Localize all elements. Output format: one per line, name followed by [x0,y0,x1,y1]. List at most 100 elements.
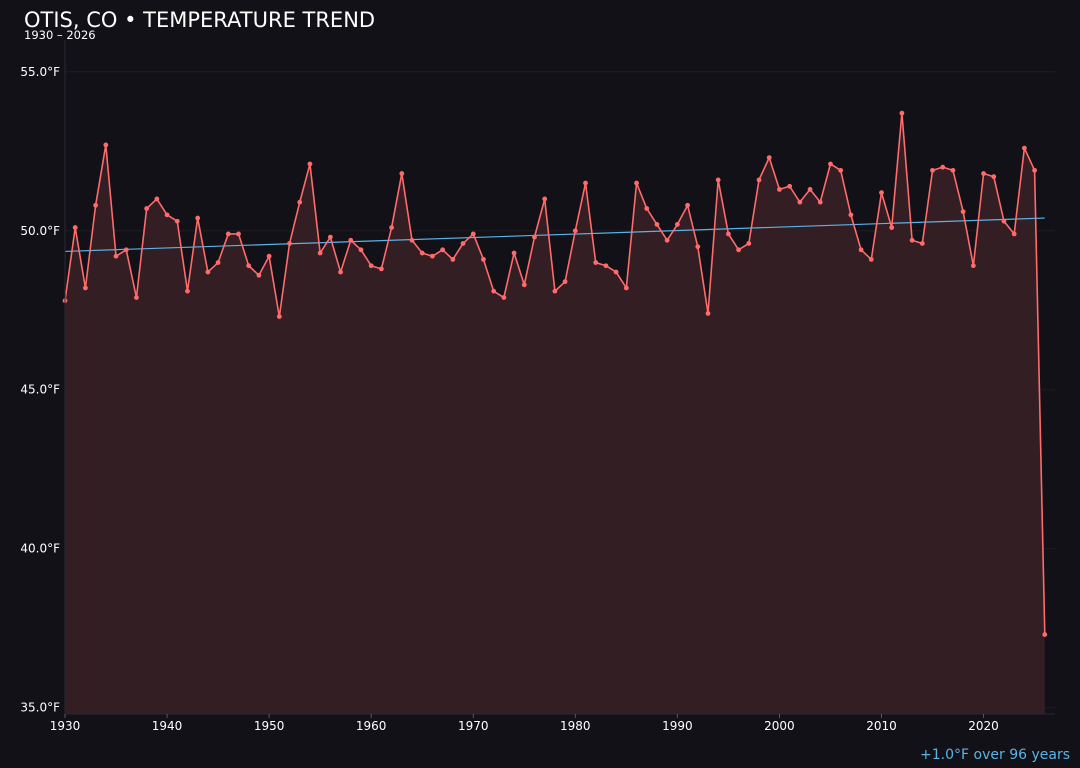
data-point [205,269,211,275]
data-point [736,247,742,253]
data-point [532,234,537,240]
series-area-fill [65,113,1045,715]
data-point [634,180,639,186]
data-point [919,241,925,246]
data-point [787,183,793,189]
data-point [685,202,690,208]
data-point [378,266,384,272]
data-point [746,241,752,246]
data-point [644,206,650,211]
x-tick-label: 2000 [764,719,795,733]
data-point [389,225,394,230]
data-point [613,269,619,275]
data-point [521,282,527,288]
data-point [154,196,160,202]
trend-line [64,217,1045,253]
data-point [726,231,731,237]
data-point [777,187,782,192]
y-tick-label: 45.0°F [20,383,60,397]
data-point [368,263,374,269]
data-point [889,225,895,230]
data-point [501,295,507,300]
x-tick-label: 1950 [254,719,285,733]
area-fill-layer [65,113,1045,715]
y-tick-label: 40.0°F [20,542,60,556]
data-point [828,161,833,167]
y-tick-label: 35.0°F [20,701,60,715]
x-tick-label: 2010 [866,719,897,733]
data-point [848,212,854,218]
data-point [358,247,364,253]
y-tick-label: 55.0°F [20,65,60,79]
data-point [164,212,170,218]
data-point [481,256,486,262]
data-point [174,218,180,224]
data-point [1021,145,1027,151]
data-point [460,241,466,246]
chart-subtitle: 1930 – 2026 [24,28,96,42]
x-tick-label: 1980 [560,719,591,733]
data-point [276,314,282,319]
data-point [144,206,150,211]
data-point [991,174,997,180]
data-point [215,260,221,265]
y-axis: 35.0°F 40.0°F 45.0°F 50.0°F 55.0°F [20,40,66,715]
data-point [246,263,252,269]
data-point [603,263,609,269]
data-point [430,253,435,259]
data-point [113,253,119,259]
data-point [195,215,201,221]
trend-line-layer [64,217,1045,253]
data-point [93,202,99,208]
data-point [542,196,548,202]
data-points-layer [62,110,1048,637]
data-point [287,241,292,246]
data-point [940,164,946,170]
chart-title: OTIS, CO • TEMPERATURE TREND [24,8,376,32]
data-point [674,222,680,227]
data-point [705,311,711,316]
data-point [348,237,354,243]
data-point [491,288,497,294]
data-point [756,177,762,183]
data-point [664,237,670,243]
data-point [868,256,874,262]
data-point [236,231,241,237]
data-point [970,263,976,269]
x-tick-label: 2020 [968,719,999,733]
data-point [83,285,88,291]
trend-summary-note: +1.0°F over 96 years [920,747,1070,763]
data-point [572,228,578,234]
x-axis: 1930 1940 1950 1960 1970 1980 1990 2000 2010 2020 [50,713,1055,733]
data-point [72,225,78,230]
data-point [225,231,231,237]
data-point [297,199,303,205]
data-point [981,171,986,176]
x-tick-label: 1930 [50,719,81,733]
data-point [399,171,405,176]
data-point [185,288,190,294]
data-point [307,161,313,167]
data-point [470,231,476,237]
data-point [552,288,558,294]
data-point [266,253,272,259]
data-point [511,250,517,256]
data-point [950,167,956,173]
data-point [838,167,844,173]
data-point [960,209,966,215]
data-point [623,285,629,291]
data-point [899,110,905,116]
data-point [654,222,660,227]
data-point [317,250,323,256]
data-point [562,279,568,285]
data-point [593,260,599,265]
data-point [766,155,772,161]
data-point [409,237,415,243]
data-point [1011,231,1017,237]
data-point [1042,632,1048,637]
data-point [930,167,935,173]
data-point [797,199,803,205]
x-tick-label: 1960 [356,719,387,733]
